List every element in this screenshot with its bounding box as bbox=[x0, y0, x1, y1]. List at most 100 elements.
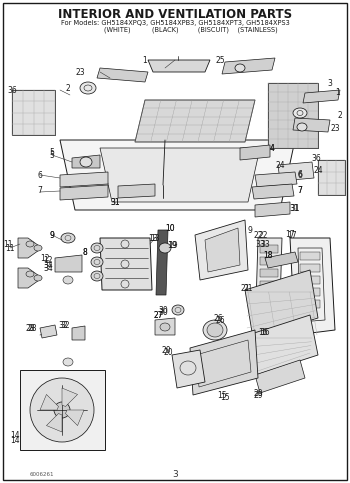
Polygon shape bbox=[260, 293, 278, 301]
Text: 14: 14 bbox=[10, 436, 20, 444]
Text: 21: 21 bbox=[243, 284, 253, 293]
Polygon shape bbox=[155, 318, 175, 335]
Ellipse shape bbox=[203, 320, 227, 340]
Text: 7: 7 bbox=[37, 185, 42, 195]
Text: 6: 6 bbox=[298, 170, 302, 179]
Ellipse shape bbox=[61, 233, 75, 243]
Text: 36: 36 bbox=[7, 85, 17, 95]
Ellipse shape bbox=[30, 378, 94, 442]
Ellipse shape bbox=[80, 82, 96, 94]
Polygon shape bbox=[100, 148, 260, 202]
Polygon shape bbox=[300, 276, 320, 284]
Text: 9: 9 bbox=[50, 230, 55, 240]
Polygon shape bbox=[148, 60, 210, 72]
Text: 15: 15 bbox=[220, 393, 230, 401]
Polygon shape bbox=[300, 252, 320, 260]
Polygon shape bbox=[195, 220, 248, 280]
Polygon shape bbox=[255, 360, 305, 393]
Ellipse shape bbox=[91, 271, 103, 281]
Text: 29: 29 bbox=[253, 388, 263, 398]
Polygon shape bbox=[40, 325, 57, 338]
Ellipse shape bbox=[54, 402, 70, 418]
Ellipse shape bbox=[63, 358, 73, 366]
Polygon shape bbox=[290, 238, 335, 335]
Ellipse shape bbox=[26, 271, 34, 277]
Text: 22: 22 bbox=[253, 230, 263, 240]
Text: For Models: GH5184XPQ3, GH5184XPB3, GH5184XPT3, GH5184XPS3: For Models: GH5184XPQ3, GH5184XPB3, GH51… bbox=[61, 20, 289, 26]
Text: 30: 30 bbox=[158, 306, 168, 314]
Text: 26: 26 bbox=[213, 313, 223, 323]
Ellipse shape bbox=[207, 323, 223, 337]
Text: INTERIOR AND VENTILATION PARTS: INTERIOR AND VENTILATION PARTS bbox=[58, 8, 292, 20]
Text: 10: 10 bbox=[165, 224, 175, 232]
Polygon shape bbox=[256, 238, 282, 305]
Polygon shape bbox=[118, 184, 155, 198]
Text: 23: 23 bbox=[330, 124, 340, 132]
Ellipse shape bbox=[297, 123, 307, 131]
Polygon shape bbox=[265, 252, 298, 268]
Polygon shape bbox=[260, 281, 278, 289]
Text: 12: 12 bbox=[43, 256, 53, 265]
Text: 13: 13 bbox=[150, 233, 160, 242]
Text: 16: 16 bbox=[258, 327, 268, 337]
Ellipse shape bbox=[63, 276, 73, 284]
Text: 27: 27 bbox=[153, 311, 163, 319]
Text: 5: 5 bbox=[50, 151, 55, 159]
Polygon shape bbox=[318, 160, 345, 195]
Text: 22: 22 bbox=[258, 230, 268, 240]
Text: 31: 31 bbox=[110, 198, 120, 207]
Polygon shape bbox=[260, 257, 278, 265]
Text: 28: 28 bbox=[27, 324, 37, 332]
Text: 6: 6 bbox=[37, 170, 42, 180]
Text: 1: 1 bbox=[143, 56, 147, 65]
Text: 32: 32 bbox=[58, 321, 68, 329]
Text: 32: 32 bbox=[60, 321, 70, 329]
Text: 15: 15 bbox=[217, 390, 227, 399]
Text: 33: 33 bbox=[260, 240, 270, 248]
Polygon shape bbox=[40, 395, 58, 410]
Text: 34: 34 bbox=[43, 264, 53, 272]
Text: 21: 21 bbox=[240, 284, 250, 293]
Polygon shape bbox=[240, 145, 270, 160]
Text: 9: 9 bbox=[247, 226, 252, 235]
Ellipse shape bbox=[159, 243, 171, 253]
Text: 17: 17 bbox=[285, 229, 295, 239]
Polygon shape bbox=[205, 228, 240, 272]
Text: 6: 6 bbox=[298, 170, 302, 180]
Polygon shape bbox=[303, 90, 340, 103]
Polygon shape bbox=[190, 330, 258, 395]
Ellipse shape bbox=[172, 305, 184, 315]
Polygon shape bbox=[172, 350, 205, 388]
Text: 28: 28 bbox=[25, 324, 35, 332]
Text: 2: 2 bbox=[338, 111, 342, 119]
Ellipse shape bbox=[91, 243, 103, 253]
Polygon shape bbox=[300, 300, 320, 308]
Polygon shape bbox=[65, 410, 84, 426]
Text: (WHITE)          (BLACK)         (BISCUIT)    (STAINLESS): (WHITE) (BLACK) (BISCUIT) (STAINLESS) bbox=[72, 27, 278, 33]
Text: 19: 19 bbox=[168, 241, 178, 250]
Text: 11: 11 bbox=[3, 240, 13, 248]
Polygon shape bbox=[300, 288, 320, 296]
Text: 14: 14 bbox=[10, 430, 20, 440]
Text: 33: 33 bbox=[255, 240, 265, 248]
Text: 23: 23 bbox=[75, 68, 85, 76]
Text: 30: 30 bbox=[158, 308, 168, 316]
Text: 17: 17 bbox=[287, 230, 297, 240]
Polygon shape bbox=[156, 230, 168, 295]
Ellipse shape bbox=[26, 241, 34, 247]
Polygon shape bbox=[252, 184, 294, 199]
Text: 29: 29 bbox=[253, 390, 263, 399]
Text: 2: 2 bbox=[66, 84, 70, 93]
Polygon shape bbox=[12, 90, 55, 135]
Polygon shape bbox=[268, 83, 318, 148]
Text: 34: 34 bbox=[43, 260, 53, 270]
Text: 13: 13 bbox=[148, 233, 158, 242]
Ellipse shape bbox=[160, 323, 170, 331]
Polygon shape bbox=[72, 326, 85, 340]
Ellipse shape bbox=[34, 275, 42, 281]
Text: 6006261: 6006261 bbox=[30, 471, 55, 477]
Polygon shape bbox=[255, 172, 297, 187]
Text: 3: 3 bbox=[172, 469, 178, 479]
Ellipse shape bbox=[91, 257, 103, 267]
Text: 18: 18 bbox=[263, 251, 273, 259]
